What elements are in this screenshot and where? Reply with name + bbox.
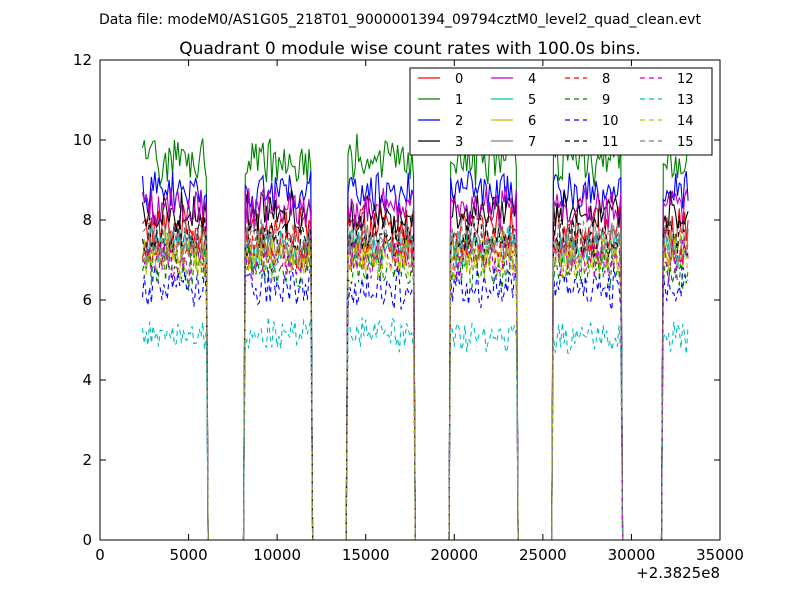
- legend-label-2: 2: [455, 114, 463, 129]
- x-tick-label: 25000: [519, 546, 567, 564]
- y-tick-label: 4: [82, 371, 92, 389]
- legend-label-8: 8: [602, 72, 610, 87]
- x-tick-label: 0: [95, 546, 105, 564]
- x-tick-label: 20000: [430, 546, 478, 564]
- legend-box: [409, 67, 713, 156]
- x-tick-label: 15000: [342, 546, 390, 564]
- y-tick-label: 0: [82, 531, 92, 549]
- x-axis-offset-label: +2.3825e8: [636, 564, 720, 582]
- legend-label-6: 6: [528, 114, 536, 129]
- legend-label-5: 5: [528, 93, 536, 108]
- legend-label-14: 14: [677, 114, 694, 129]
- legend-label-13: 13: [677, 93, 694, 108]
- legend-label-1: 1: [455, 93, 463, 108]
- legend-label-3: 3: [455, 135, 463, 150]
- chart-title: Quadrant 0 module wise count rates with …: [179, 39, 640, 59]
- y-tick-label: 10: [73, 131, 92, 149]
- legend-label-7: 7: [528, 135, 536, 150]
- x-tick-label: 30000: [608, 546, 656, 564]
- legend-label-12: 12: [677, 72, 694, 87]
- y-tick-label: 8: [82, 211, 92, 229]
- legend-label-11: 11: [602, 135, 619, 150]
- y-tick-label: 12: [73, 51, 92, 69]
- x-tick-label: 35000: [696, 546, 744, 564]
- x-tick-label: 10000: [253, 546, 301, 564]
- legend-label-0: 0: [455, 72, 463, 87]
- legend-label-10: 10: [602, 114, 619, 129]
- x-tick-label: 5000: [169, 546, 207, 564]
- figure-suptitle: Data file: modeM0/AS1G05_218T01_90000013…: [99, 12, 701, 28]
- legend-label-9: 9: [602, 93, 610, 108]
- legend-label-4: 4: [528, 72, 536, 87]
- x-axis: 0 5000 10000 15000 20000 25000 30000 35000: [95, 60, 744, 564]
- y-tick-label: 2: [82, 451, 92, 469]
- legend-label-15: 15: [677, 135, 694, 150]
- y-tick-label: 6: [82, 291, 92, 309]
